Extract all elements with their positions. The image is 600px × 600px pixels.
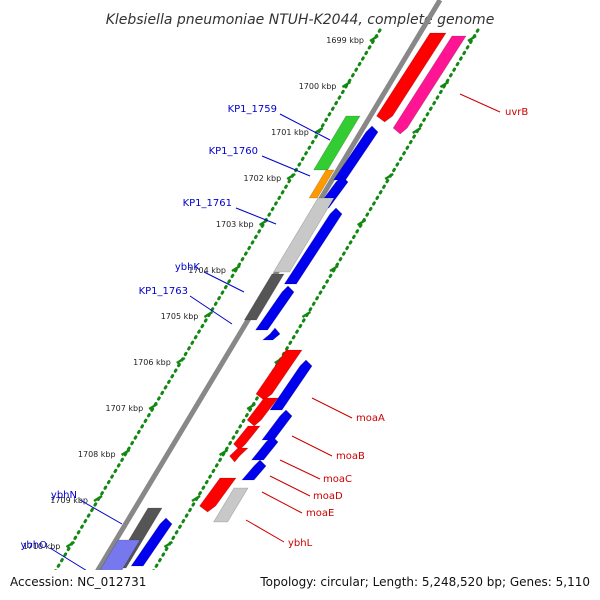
leader-line-left	[279, 113, 331, 141]
map-title: Klebsiella pneumoniae NTUH-K2044, comple…	[106, 12, 495, 28]
ruler-tick	[65, 540, 76, 549]
gene-moaE-red[interactable]	[199, 477, 237, 513]
gene-label-left[interactable]: ybhO	[21, 540, 48, 551]
ruler-tick-right	[384, 172, 394, 181]
gene-moaC-red[interactable]	[233, 425, 261, 451]
ruler-tick-label: 1704 kbp	[188, 266, 226, 275]
gene-KP1_1760-orange[interactable]	[308, 169, 335, 199]
gene-label-right[interactable]: moaE	[306, 508, 334, 519]
gene-uvrB-magenta[interactable]	[392, 35, 467, 135]
ruler-tick-label: 1706 kbp	[133, 358, 171, 367]
gene-label-left[interactable]: KP1_1759	[228, 104, 277, 115]
gene-label-right[interactable]: ybhL	[288, 538, 313, 549]
gene-label-right[interactable]: uvrB	[505, 107, 528, 118]
gene-label-right[interactable]: moaA	[356, 413, 385, 424]
ruler-tick-right	[163, 540, 174, 549]
ruler-tick-right	[246, 402, 256, 411]
leader-line-left	[235, 207, 277, 225]
ruler-tick-label: 1699 kbp	[326, 36, 364, 45]
ruler-tick	[258, 218, 269, 227]
left-label-leaders: KP1_1759 KP1_1760 KP1_1761 ybhK KP1_1763 ybhN…	[21, 104, 331, 575]
leader-line-left	[49, 547, 93, 575]
ruler-tick-right	[191, 494, 201, 503]
leader-line-right	[291, 435, 333, 457]
ruler-tick-label: 1700 kbp	[299, 82, 337, 91]
ruler-tick	[341, 80, 352, 89]
gene-uvrB-red[interactable]	[376, 32, 447, 123]
ruler-tick-label: 1710 kbp	[23, 542, 61, 551]
ruler-tick	[120, 448, 131, 457]
gene-KP1_1763-blue[interactable]	[255, 285, 295, 331]
gene-moaA-blue[interactable]	[269, 359, 313, 411]
leader-line-left	[203, 271, 245, 293]
ruler-tick	[93, 494, 103, 503]
genome-summary-text: Topology: circular; Length: 5,248,520 bp…	[259, 575, 590, 589]
gene-label-right[interactable]: moaD	[313, 491, 343, 502]
ruler-tick-right	[412, 126, 422, 135]
footer-background	[0, 570, 600, 600]
gene-KP1_1761-gray[interactable]	[273, 197, 335, 273]
ruler-tick-right	[467, 34, 477, 43]
gene-KP1_1761-blue[interactable]	[283, 207, 343, 285]
leader-line-right	[245, 519, 285, 543]
ruler-tick-right	[301, 310, 312, 319]
ruler-tick-label: 1701 kbp	[271, 128, 309, 137]
right-label-leaders: uvrB moaA moaB moaC moaD moaE ybhL	[245, 93, 528, 549]
ruler-tick	[286, 172, 296, 181]
ruler-tick	[203, 310, 214, 319]
leader-line-left	[261, 155, 311, 177]
gene-ybhN-blue[interactable]	[130, 517, 173, 567]
gene-label-left[interactable]: KP1_1761	[183, 198, 232, 209]
ruler-tick-label: 1702 kbp	[243, 174, 281, 183]
leader-line-left	[189, 295, 233, 325]
accession-text: Accession: NC_012731	[10, 575, 146, 589]
ruler-tick-label: 1705 kbp	[161, 312, 199, 321]
gene-features[interactable]	[81, 32, 467, 600]
gene-KP1_1763-small[interactable]	[261, 327, 281, 341]
ruler-tick	[231, 264, 241, 273]
ruler-tick-right	[439, 80, 450, 89]
gene-moaD-blue[interactable]	[241, 459, 267, 481]
ruler-tick	[369, 34, 379, 43]
leader-line-right	[311, 397, 353, 419]
ruler-tick-label: 1707 kbp	[105, 404, 143, 413]
gene-label-left[interactable]: ybhN	[51, 490, 77, 501]
ruler-tick-label: 1708 kbp	[78, 450, 116, 459]
gene-label-left[interactable]: KP1_1760	[209, 146, 258, 157]
ruler-tick-right	[329, 264, 339, 273]
leader-line-right	[279, 459, 321, 480]
ruler-labels: 1699 kbp 1700 kbp 1701 kbp 1702 kbp 1703 kbp…	[23, 36, 364, 551]
gene-label-left[interactable]: KP1_1763	[139, 286, 188, 297]
ruler-tick-label: 1703 kbp	[216, 220, 254, 229]
gene-moaD-red[interactable]	[229, 447, 249, 463]
ruler-tick-right	[218, 448, 229, 457]
leader-line-right	[269, 475, 311, 497]
ruler-tick	[176, 356, 186, 365]
gene-label-right[interactable]: moaB	[336, 451, 365, 462]
gene-label-left[interactable]: ybhK	[175, 262, 201, 273]
ruler-tick-right	[356, 218, 367, 227]
gene-ybhK-dark[interactable]	[243, 273, 285, 321]
ruler-tick-label: 1709 kbp	[50, 496, 88, 505]
gene-moaA-red[interactable]	[255, 349, 303, 401]
ruler-tick	[148, 402, 158, 411]
ruler-tick	[314, 126, 324, 135]
gene-moaB-red[interactable]	[246, 397, 279, 427]
leader-line-left	[79, 499, 123, 525]
gene-moaC-blue[interactable]	[250, 435, 279, 461]
gene-label-right[interactable]: moaC	[323, 474, 352, 485]
gene-moaB-blue[interactable]	[261, 409, 293, 441]
ruler-ticks	[65, 34, 477, 549]
leader-line-right	[261, 491, 303, 514]
gene-ybhL-gray[interactable]	[213, 487, 249, 523]
leader-line-right	[459, 93, 501, 113]
